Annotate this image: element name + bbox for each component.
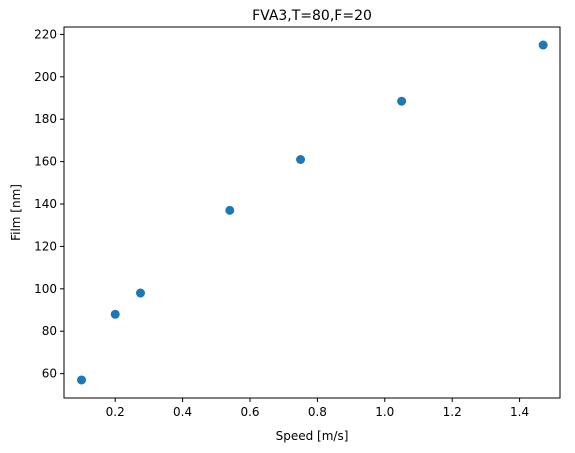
x-tick-label: 0.4 [173,405,192,419]
x-tick-label: 0.6 [240,405,259,419]
y-tick-label: 120 [34,239,57,253]
y-axis-label: Film [nm] [9,184,23,241]
y-tick-label: 180 [34,112,57,126]
scatter-point [135,288,145,298]
scatter-point [538,40,548,50]
y-axis: 60 80 100 120 140 160 180 200 220 [34,27,64,381]
scatter-point [296,155,306,164]
x-axis: 0.2 0.4 0.6 0.8 1.0 1.2 1.4 [106,398,529,419]
x-tick-label: 1.0 [375,405,394,419]
data-points [77,40,548,385]
y-tick-label: 80 [42,324,57,338]
scatter-point [77,375,87,385]
y-tick-label: 60 [42,367,57,381]
y-tick-label: 220 [34,27,57,41]
x-axis-label: Speed [m/s] [276,429,349,443]
x-tick-label: 0.2 [106,405,125,419]
scatter-point [225,205,235,215]
chart-title: FVA3,T=80,F=20 [252,8,372,24]
plot-frame [63,26,561,399]
scatter-point [397,96,407,106]
x-tick-label: 1.4 [510,405,529,419]
x-tick-label: 1.2 [443,405,462,419]
scatter-point [110,309,120,319]
y-tick-label: 140 [34,197,57,211]
x-tick-label: 0.8 [308,405,327,419]
y-tick-label: 100 [34,282,57,296]
y-tick-label: 200 [34,70,57,84]
y-tick-label: 160 [34,155,57,169]
